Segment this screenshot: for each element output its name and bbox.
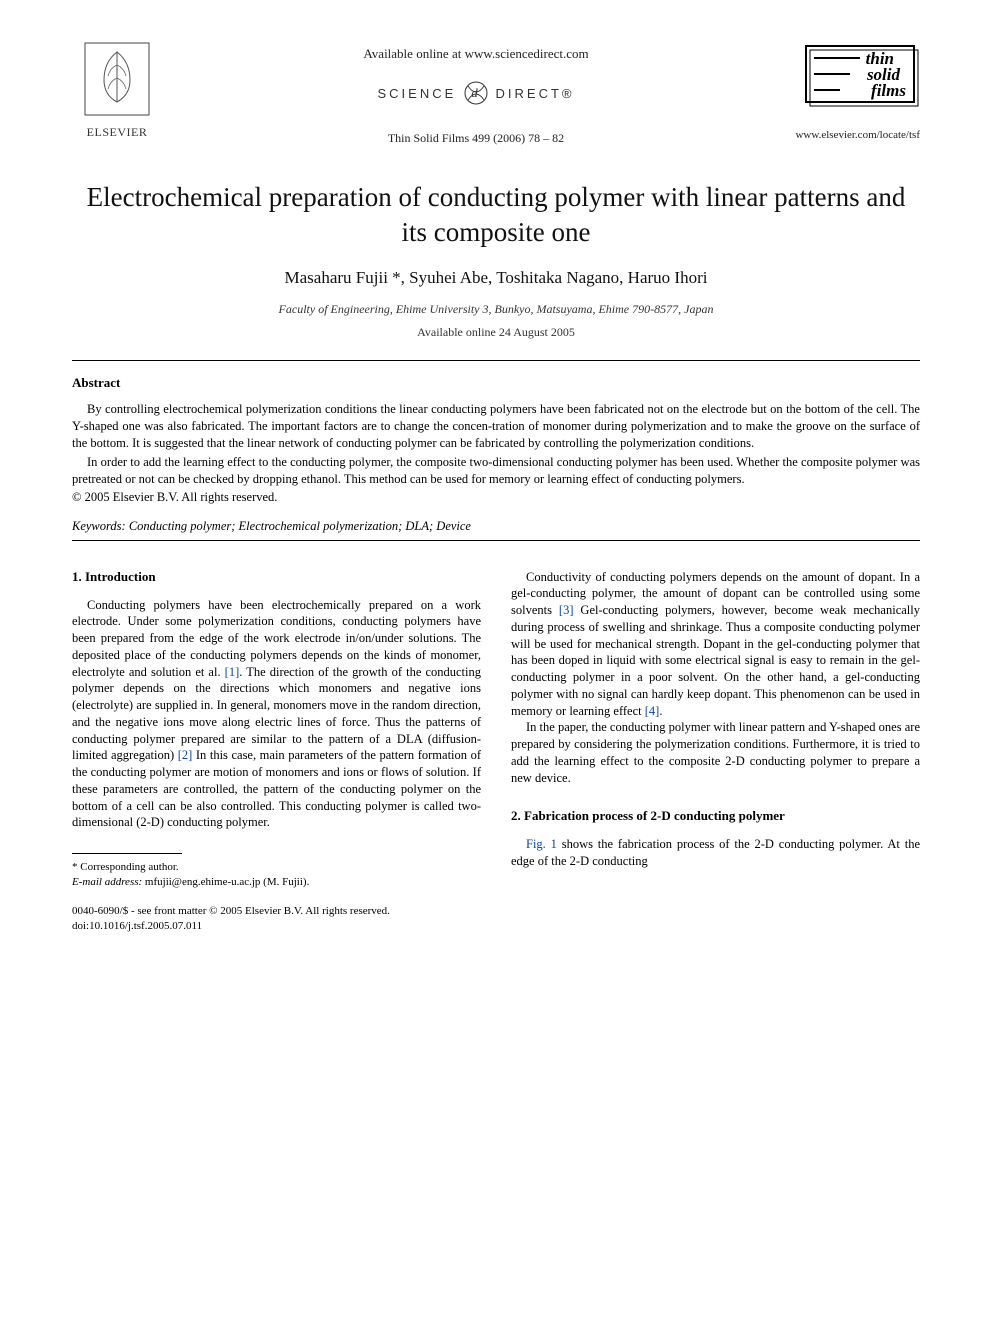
column-left: 1. Introduction Conducting polymers have… [72, 569, 481, 934]
keywords-text: Conducting polymer; Electrochemical poly… [126, 519, 471, 533]
body-columns: 1. Introduction Conducting polymers have… [72, 569, 920, 934]
sd-left: SCIENCE [377, 86, 456, 101]
elsevier-label: ELSEVIER [72, 125, 162, 140]
ref-link-2[interactable]: [2] [178, 748, 193, 762]
affiliation: Faculty of Engineering, Ehime University… [72, 302, 920, 317]
elsevier-tree-icon [72, 40, 162, 123]
footer-line-2: doi:10.1016/j.tsf.2005.07.011 [72, 919, 481, 934]
footnote-separator [72, 853, 182, 854]
email-value: mfujii@eng.ehime-u.ac.jp (M. Fujii). [142, 876, 309, 888]
ref-link-3[interactable]: [3] [559, 603, 574, 617]
journal-reference: Thin Solid Films 499 (2006) 78 – 82 [162, 131, 790, 146]
svg-text:films: films [871, 81, 906, 100]
section-2-heading: 2. Fabrication process of 2-D conducting… [511, 808, 920, 824]
email-line: E-mail address: mfujii@eng.ehime-u.ac.jp… [72, 875, 481, 890]
authors: Masaharu Fujii *, Syuhei Abe, Toshitaka … [72, 268, 920, 288]
footer-block: 0040-6090/$ - see front matter © 2005 El… [72, 904, 481, 934]
abstract-para-2: In order to add the learning effect to t… [72, 454, 920, 488]
article-title: Electrochemical preparation of conductin… [72, 180, 920, 250]
sec2-para-1: Fig. 1 shows the fabrication process of … [511, 836, 920, 870]
corresponding-author: * Corresponding author. [72, 860, 481, 875]
science-direct-logo: SCIENCE d DIRECT® [162, 80, 790, 109]
intro-para-3: In the paper, the conducting polymer wit… [511, 719, 920, 786]
keywords-line: Keywords: Conducting polymer; Electroche… [72, 519, 920, 534]
intro-p2-c: . [659, 704, 662, 718]
fig-link-1[interactable]: Fig. 1 [526, 837, 557, 851]
header-center: Available online at www.sciencedirect.co… [162, 40, 790, 146]
sec2-p1-b: shows the fabrication process of the 2-D… [511, 837, 920, 868]
email-label: E-mail address: [72, 876, 142, 888]
intro-para-2: Conductivity of conducting polymers depe… [511, 569, 920, 720]
intro-p2-b: Gel-conducting polymers, however, become… [511, 603, 920, 718]
abstract-heading: Abstract [72, 375, 920, 391]
keywords-label: Keywords: [72, 519, 126, 533]
available-date: Available online 24 August 2005 [72, 325, 920, 340]
copyright: © 2005 Elsevier B.V. All rights reserved… [72, 490, 920, 505]
abstract-para-1: By controlling electrochemical polymeriz… [72, 401, 920, 452]
svg-text:d: d [471, 85, 481, 100]
journal-logo-block: thin solid films www.elsevier.com/locate… [790, 40, 920, 141]
ref-link-4[interactable]: [4] [645, 704, 660, 718]
ref-link-1[interactable]: [1] [225, 665, 240, 679]
elsevier-logo-block: ELSEVIER [72, 40, 162, 140]
rule-bottom [72, 540, 920, 541]
sd-globe-icon: d [463, 80, 489, 109]
available-online-text: Available online at www.sciencedirect.co… [162, 46, 790, 62]
page-header: ELSEVIER Available online at www.science… [72, 40, 920, 146]
thin-solid-films-logo: thin solid films [790, 40, 920, 123]
intro-para-1: Conducting polymers have been electroche… [72, 597, 481, 832]
sd-right: DIRECT® [496, 86, 575, 101]
column-right: Conductivity of conducting polymers depe… [511, 569, 920, 934]
rule-top [72, 360, 920, 361]
locate-url: www.elsevier.com/locate/tsf [790, 129, 920, 141]
section-1-heading: 1. Introduction [72, 569, 481, 585]
footer-line-1: 0040-6090/$ - see front matter © 2005 El… [72, 904, 481, 919]
abstract-block: Abstract By controlling electrochemical … [72, 375, 920, 504]
